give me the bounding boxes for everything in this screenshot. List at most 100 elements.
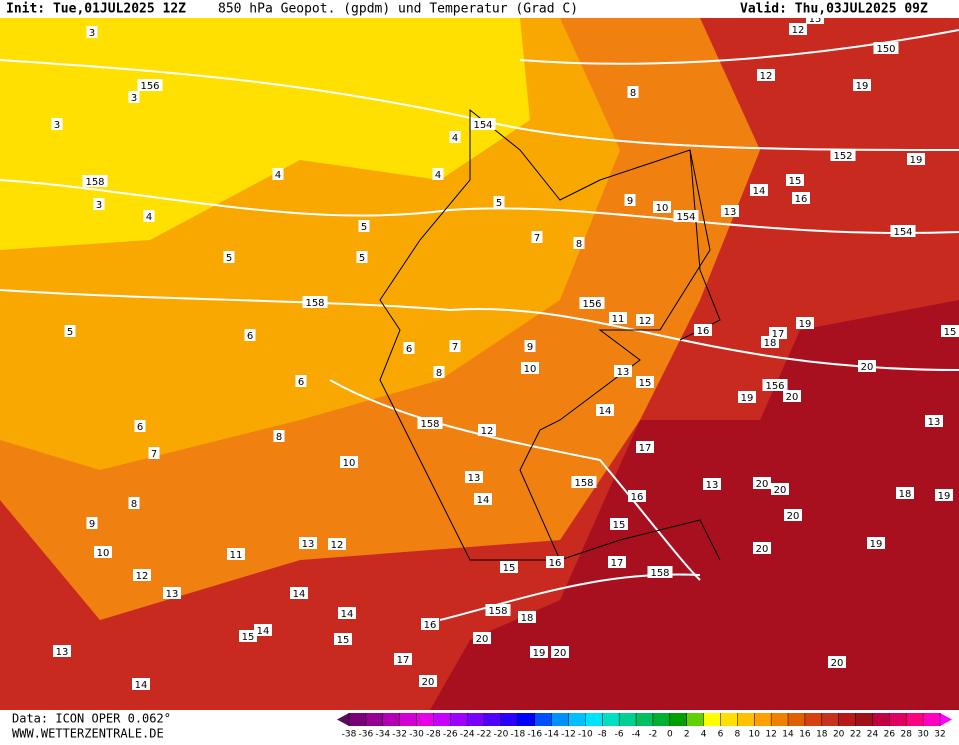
contour-label: 3 <box>96 200 102 211</box>
contour-label: 158 <box>420 419 439 430</box>
colorbar-swatch <box>653 713 670 726</box>
contour-label: 14 <box>135 680 148 691</box>
contour-label: 7 <box>534 233 540 244</box>
contour-label: 19 <box>938 491 951 502</box>
colorbar-swatch <box>619 713 636 726</box>
contour-label: 152 <box>833 151 852 162</box>
contour-label: 19 <box>533 648 546 659</box>
contour-label: 156 <box>140 81 159 92</box>
colorbar-label: 18 <box>816 730 828 740</box>
colorbar-label: 20 <box>833 730 845 740</box>
colorbar-label: -32 <box>392 730 407 740</box>
contour-label: 12 <box>760 71 773 82</box>
colorbar-label: 0 <box>667 730 673 740</box>
contour-label: 8 <box>131 499 137 510</box>
contour-label: 5 <box>359 253 365 264</box>
contour-label: 19 <box>856 81 869 92</box>
colorbar-label: 16 <box>799 730 811 740</box>
colorbar-swatch <box>636 713 653 726</box>
contour-label: 20 <box>786 392 799 403</box>
colorbar-label: 14 <box>782 730 794 740</box>
contour-label: 14 <box>257 626 270 637</box>
colorbar-label: -34 <box>375 730 390 740</box>
contour-label: 13 <box>724 207 737 218</box>
colorbar-swatch <box>518 713 535 726</box>
colorbar-label: 12 <box>765 730 776 740</box>
colorbar-swatch <box>552 713 569 726</box>
contour-label: 15 <box>789 176 802 187</box>
contour-label: 158 <box>650 568 669 579</box>
contour-label: 7 <box>151 449 157 460</box>
contour-label: 19 <box>799 319 812 330</box>
colorbar-swatch <box>467 713 484 726</box>
contour-label: 12 <box>136 571 149 582</box>
contour-label: 20 <box>476 634 489 645</box>
colorbar-label: -20 <box>494 730 509 740</box>
colorbar-label: -26 <box>443 730 458 740</box>
colorbar-label: 32 <box>934 730 945 740</box>
colorbar-label: 10 <box>749 730 761 740</box>
contour-label: 9 <box>627 196 633 207</box>
contour-label: 17 <box>611 558 624 569</box>
colorbar-swatch <box>839 713 856 726</box>
contour-label: 19 <box>870 539 883 550</box>
contour-label: 15 <box>639 378 652 389</box>
contour-label: 20 <box>756 544 769 555</box>
colorbar-swatch <box>349 713 366 726</box>
contour-label: 12 <box>792 25 805 36</box>
colorbar-swatch <box>687 713 704 726</box>
site-name: WWW.WETTERZENTRALE.DE <box>12 727 164 741</box>
contour-label: 15 <box>944 327 957 338</box>
contour-label: 14 <box>341 609 354 620</box>
contour-label: 4 <box>275 170 281 181</box>
contour-label: 9 <box>527 342 533 353</box>
contour-label: 6 <box>298 377 304 388</box>
contour-label: 15 <box>337 635 350 646</box>
colorbar-label: -36 <box>359 730 374 740</box>
colorbar-label: -28 <box>426 730 441 740</box>
colorbar-swatch <box>805 713 822 726</box>
contour-label: 15 <box>242 632 255 643</box>
contour-label: 19 <box>741 393 754 404</box>
contour-label: 156 <box>765 381 784 392</box>
colorbar-swatch <box>704 713 721 726</box>
data-source: Data: ICON OPER 0.062° <box>12 712 171 726</box>
colorbar-swatch <box>585 713 602 726</box>
contour-label: 19 <box>910 155 923 166</box>
contour-label: 12 <box>331 540 344 551</box>
colorbar-swatch <box>400 713 417 726</box>
colorbar-label: 6 <box>718 730 724 740</box>
contour-label: 5 <box>496 198 502 209</box>
colorbar-label: -2 <box>648 730 657 740</box>
contour-label: 154 <box>676 212 695 223</box>
contour-label: 13 <box>166 589 179 600</box>
colorbar-label: -38 <box>342 730 357 740</box>
colorbar-swatch <box>535 713 552 726</box>
contour-label: 13 <box>706 480 719 491</box>
contour-label: 15 <box>503 563 516 574</box>
contour-label: 20 <box>422 677 435 688</box>
colorbar-swatch <box>501 713 518 726</box>
contour-label: 4 <box>435 170 441 181</box>
contour-label: 13 <box>468 473 481 484</box>
contour-label: 8 <box>436 368 442 379</box>
init-time: Init: Tue,01JUL2025 12Z <box>6 2 186 17</box>
colorbar-label: 26 <box>884 730 896 740</box>
colorbar-label: 24 <box>867 730 879 740</box>
contour-label: 156 <box>582 299 601 310</box>
colorbar-label: -8 <box>598 730 607 740</box>
colorbar-swatch <box>822 713 839 726</box>
colorbar-swatch <box>856 713 873 726</box>
colorbar-swatch <box>569 713 586 726</box>
colorbar-label: -4 <box>632 730 641 740</box>
contour-label: 5 <box>67 327 73 338</box>
contour-label: 17 <box>639 443 652 454</box>
contour-label: 8 <box>276 432 282 443</box>
colorbar-swatch <box>484 713 501 726</box>
contour-label: 3 <box>54 120 60 131</box>
colorbar-swatch <box>383 713 400 726</box>
contour-label: 20 <box>787 511 800 522</box>
contour-label: 13 <box>56 647 69 658</box>
colorbar-label: 22 <box>850 730 861 740</box>
contour-label: 10 <box>524 364 537 375</box>
